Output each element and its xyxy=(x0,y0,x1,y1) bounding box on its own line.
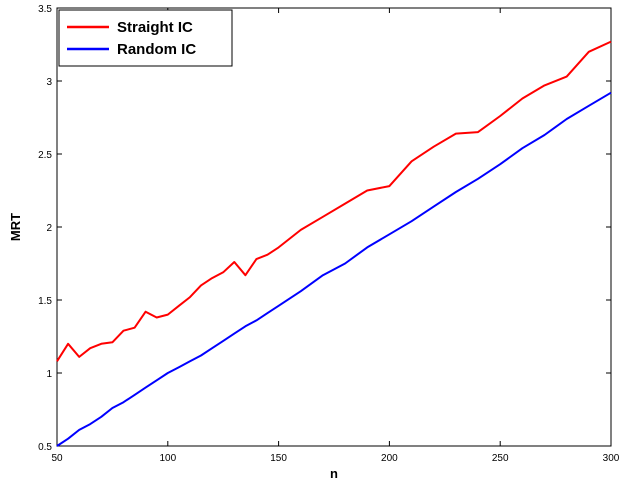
y-tick-label: 0.5 xyxy=(38,442,52,453)
y-tick-label: 1 xyxy=(46,369,52,380)
y-tick-label: 2.5 xyxy=(38,150,52,161)
x-tick-label: 300 xyxy=(603,453,620,464)
x-axis-label: n xyxy=(330,466,338,481)
y-tick-label: 2 xyxy=(46,223,52,234)
x-tick-label: 50 xyxy=(51,453,63,464)
x-tick-label: 150 xyxy=(270,453,287,464)
x-tick-label: 200 xyxy=(381,453,398,464)
y-axis-label: MRT xyxy=(8,213,23,241)
legend-label: Straight IC xyxy=(117,19,193,36)
y-tick-label: 1.5 xyxy=(38,296,52,307)
legend-box xyxy=(58,9,233,67)
series-line-random-ic xyxy=(56,91,612,447)
plot-area xyxy=(56,7,612,447)
x-tick-label: 250 xyxy=(492,453,509,464)
series-line-straight-ic xyxy=(56,40,612,362)
y-tick-label: 3 xyxy=(46,77,52,88)
legend: Straight IC Random IC xyxy=(58,9,233,67)
axis-ticks: 50 100 150 200 250 300 0.5 1 1.5 2 2.5 3 3.5 xyxy=(38,4,620,464)
x-tick-label: 100 xyxy=(159,453,176,464)
series-lines xyxy=(56,40,612,447)
y-tick-label: 3.5 xyxy=(38,4,52,15)
legend-label: Random IC xyxy=(117,41,196,58)
